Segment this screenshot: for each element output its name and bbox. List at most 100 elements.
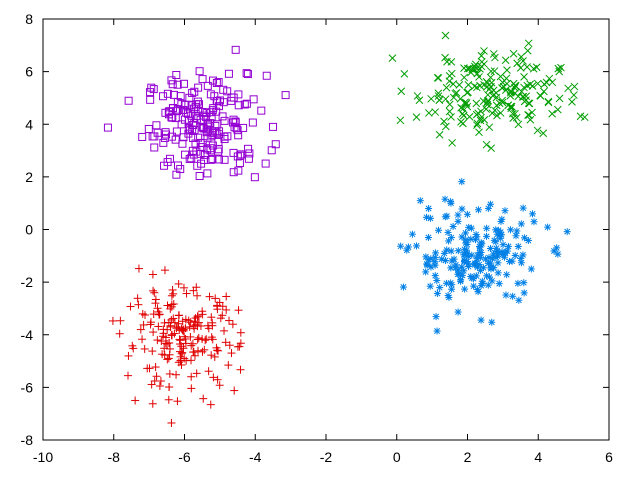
star-marker xyxy=(476,254,484,262)
plus-marker xyxy=(209,373,218,382)
square-icon xyxy=(153,128,162,137)
square-icon xyxy=(147,83,156,92)
square-marker xyxy=(124,96,133,105)
square-marker xyxy=(262,71,271,80)
plus-marker xyxy=(165,383,174,392)
star-icon xyxy=(432,272,439,279)
star-marker xyxy=(519,251,527,259)
cross-marker xyxy=(397,87,406,96)
cross-marker xyxy=(472,110,481,119)
star-icon xyxy=(459,272,466,279)
plus-marker xyxy=(211,294,220,303)
square-icon xyxy=(189,133,198,142)
square-icon xyxy=(195,67,204,76)
plus-marker xyxy=(185,322,194,331)
cross-marker xyxy=(570,82,579,91)
plus-marker xyxy=(150,288,159,297)
square-marker xyxy=(196,149,205,158)
cross-icon xyxy=(448,138,456,147)
cross-icon xyxy=(487,78,496,87)
star-marker xyxy=(517,220,525,228)
square-marker xyxy=(230,123,239,132)
square-marker xyxy=(161,128,170,137)
square-icon xyxy=(219,98,228,107)
cross-icon xyxy=(557,63,565,72)
star-icon xyxy=(445,294,452,301)
plus-marker xyxy=(116,316,125,325)
square-marker xyxy=(165,154,174,163)
plus-marker xyxy=(198,347,207,356)
cross-marker xyxy=(523,63,531,71)
cross-icon xyxy=(512,113,521,122)
star-icon xyxy=(489,277,495,284)
cross-marker xyxy=(434,89,443,98)
star-marker xyxy=(404,243,412,251)
star-icon xyxy=(467,273,474,280)
square-icon xyxy=(262,71,271,80)
square-icon xyxy=(249,95,258,104)
square-icon xyxy=(172,170,181,179)
star-icon xyxy=(448,248,455,255)
cross-icon xyxy=(445,107,454,116)
star-marker xyxy=(472,272,480,280)
cross-icon xyxy=(473,69,482,78)
square-marker xyxy=(188,146,197,155)
plus-marker xyxy=(140,311,149,320)
cross-icon xyxy=(472,83,481,92)
star-icon xyxy=(435,227,442,234)
cross-icon xyxy=(564,84,572,93)
cross-icon xyxy=(435,96,444,104)
square-icon xyxy=(271,140,280,149)
star-icon xyxy=(432,254,439,261)
star-marker xyxy=(445,237,453,245)
cross-marker xyxy=(464,81,473,89)
star-icon xyxy=(509,258,516,265)
square-marker xyxy=(249,95,258,104)
square-icon xyxy=(213,120,222,129)
cross-marker xyxy=(524,39,533,48)
star-marker xyxy=(507,226,515,234)
star-marker xyxy=(489,250,497,258)
star-icon xyxy=(467,236,474,243)
square-icon xyxy=(195,100,204,109)
square-icon xyxy=(200,150,209,159)
cross-marker xyxy=(514,120,523,129)
square-icon xyxy=(146,88,155,97)
star-icon xyxy=(478,249,485,256)
cross-marker xyxy=(459,119,467,128)
cross-marker xyxy=(449,80,458,88)
star-marker xyxy=(467,272,475,280)
square-marker xyxy=(223,132,232,141)
cross-icon xyxy=(441,95,450,103)
star-icon xyxy=(473,233,480,240)
square-marker xyxy=(243,70,252,79)
star-icon xyxy=(483,272,490,279)
x-tick-label: 4 xyxy=(534,449,542,465)
star-marker xyxy=(447,279,455,287)
cross-marker xyxy=(487,144,496,153)
cross-marker xyxy=(464,88,472,97)
x-tick-label: 6 xyxy=(605,449,613,465)
star-icon xyxy=(447,279,454,286)
plus-marker xyxy=(180,354,189,363)
cross-icon xyxy=(433,73,442,82)
cross-marker xyxy=(524,111,532,119)
square-icon xyxy=(164,110,173,119)
star-icon xyxy=(464,211,471,218)
cross-icon xyxy=(548,109,557,118)
cross-icon xyxy=(440,117,448,126)
cross-marker xyxy=(434,92,443,100)
cross-marker xyxy=(433,73,442,82)
cross-marker xyxy=(485,123,494,132)
cross-icon xyxy=(529,64,538,73)
star-marker xyxy=(433,277,441,285)
plus-marker xyxy=(189,348,198,357)
cross-marker xyxy=(519,92,528,101)
plus-marker xyxy=(169,299,178,308)
star-marker xyxy=(550,247,558,255)
cross-icon xyxy=(472,110,481,119)
cross-icon xyxy=(465,112,474,121)
cross-marker xyxy=(431,108,440,116)
cross-icon xyxy=(506,102,515,111)
